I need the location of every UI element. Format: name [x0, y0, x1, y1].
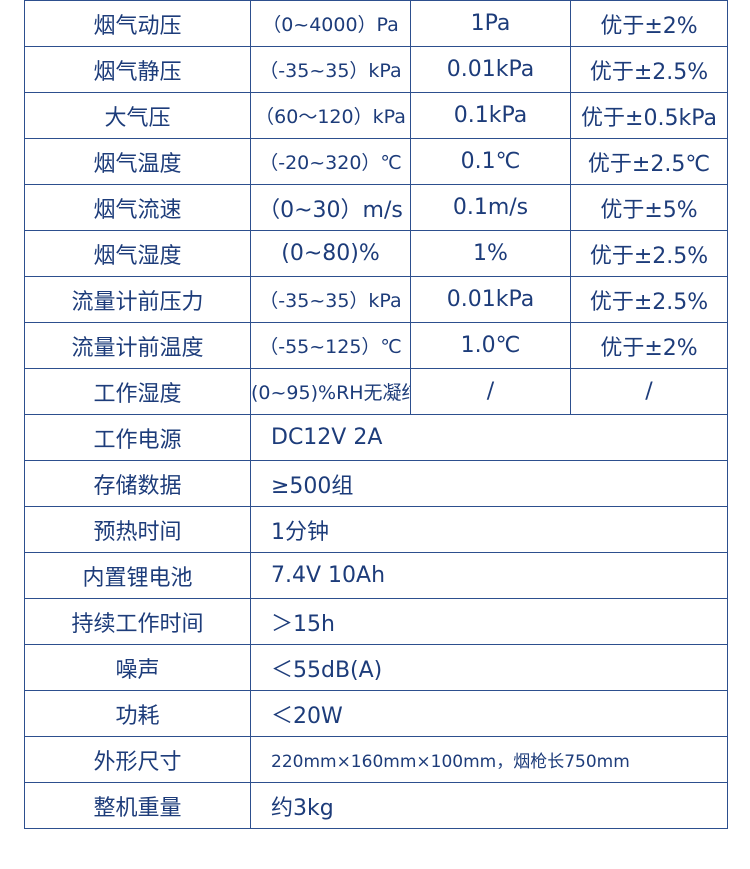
cell: DC12V 2A — [250, 414, 728, 461]
cell: （0~4000）Pa — [250, 0, 411, 47]
row-label: 预热时间 — [24, 506, 251, 553]
table-row: 烟气温度 （-20~320）℃ 0.1℃ 优于±2.5℃ — [24, 138, 728, 185]
cell: 1Pa — [410, 0, 571, 47]
cell: 优于±2.5% — [570, 230, 728, 277]
row-label: 流量计前压力 — [24, 276, 251, 323]
cell: 7.4V 10Ah — [250, 552, 728, 599]
cell: （-35~35）kPa — [250, 46, 411, 93]
cell: ≥500组 — [250, 460, 728, 507]
row-label: 流量计前温度 — [24, 322, 251, 369]
row-label: 烟气静压 — [24, 46, 251, 93]
row-label: 存储数据 — [24, 460, 251, 507]
cell: 优于±2% — [570, 0, 728, 47]
table-row: 流量计前温度 （-55~125）℃ 1.0℃ 优于±2% — [24, 322, 728, 369]
cell: 优于±2.5% — [570, 276, 728, 323]
cell: 0.01kPa — [410, 46, 571, 93]
cell: (0~80)% — [250, 230, 411, 277]
cell: ＜20W — [250, 690, 728, 737]
table-row: 烟气动压 （0~4000）Pa 1Pa 优于±2% — [24, 0, 728, 47]
row-label: 工作湿度 — [24, 368, 251, 415]
table-row: 整机重量 约3kg — [24, 782, 728, 829]
row-label: 外形尺寸 — [24, 736, 251, 783]
table-row: 流量计前压力 （-35~35）kPa 0.01kPa 优于±2.5% — [24, 276, 728, 323]
row-label: 功耗 — [24, 690, 251, 737]
row-label: 大气压 — [24, 92, 251, 139]
cell: 1% — [410, 230, 571, 277]
table-row: 大气压 （60～120）kPa 0.1kPa 优于±0.5kPa — [24, 92, 728, 139]
cell: 1分钟 — [250, 506, 728, 553]
table-body: 烟气动压 （0~4000）Pa 1Pa 优于±2% 烟气静压 （-35~35）kPa 0.0… — [24, 0, 728, 829]
cell: ＞15h — [250, 598, 728, 645]
cell: 约3kg — [250, 782, 728, 829]
cell: （-55~125）℃ — [250, 322, 411, 369]
table-row: 持续工作时间 ＞15h — [24, 598, 728, 645]
row-label: 烟气流速 — [24, 184, 251, 231]
table-row: 烟气湿度 (0~80)% 1% 优于±2.5% — [24, 230, 728, 277]
cell: 0.01kPa — [410, 276, 571, 323]
cell: 优于±2.5% — [570, 46, 728, 93]
cell: 优于±2.5℃ — [570, 138, 728, 185]
row-label: 整机重量 — [24, 782, 251, 829]
spec-table: 烟气动压 （0~4000）Pa 1Pa 优于±2% 烟气静压 （-35~35）kPa 0.0… — [24, 0, 728, 829]
cell: （-35~35）kPa — [250, 276, 411, 323]
row-label: 持续工作时间 — [24, 598, 251, 645]
table-row: 噪声 ＜55dB(A) — [24, 644, 728, 691]
table-row: 内置锂电池 7.4V 10Ah — [24, 552, 728, 599]
row-label: 烟气湿度 — [24, 230, 251, 277]
spec-table-wrap: 烟气动压 （0~4000）Pa 1Pa 优于±2% 烟气静压 （-35~35）kPa 0.0… — [24, 0, 728, 829]
cell: 0.1m/s — [410, 184, 571, 231]
cell: 优于±2% — [570, 322, 728, 369]
table-row: 烟气静压 （-35~35）kPa 0.01kPa 优于±2.5% — [24, 46, 728, 93]
cell: 0.1kPa — [410, 92, 571, 139]
table-row: 存储数据 ≥500组 — [24, 460, 728, 507]
table-row: 烟气流速 （0~30）m/s 0.1m/s 优于±5% — [24, 184, 728, 231]
row-label: 工作电源 — [24, 414, 251, 461]
cell: / — [410, 368, 571, 415]
cell: 220mm×160mm×100mm，烟枪长750mm — [250, 736, 728, 783]
row-label: 烟气温度 — [24, 138, 251, 185]
cell: （0~30）m/s — [250, 184, 411, 231]
cell: / — [570, 368, 728, 415]
cell: （60～120）kPa — [250, 92, 411, 139]
cell: ＜55dB(A) — [250, 644, 728, 691]
cell: (0~95)%RH无凝结 — [250, 368, 411, 415]
cell: （-20~320）℃ — [250, 138, 411, 185]
table-row: 工作电源 DC12V 2A — [24, 414, 728, 461]
cell: 优于±5% — [570, 184, 728, 231]
table-row: 工作湿度 (0~95)%RH无凝结 / / — [24, 368, 728, 415]
table-row: 预热时间 1分钟 — [24, 506, 728, 553]
table-row: 外形尺寸 220mm×160mm×100mm，烟枪长750mm — [24, 736, 728, 783]
cell: 1.0℃ — [410, 322, 571, 369]
cell: 优于±0.5kPa — [570, 92, 728, 139]
row-label: 内置锂电池 — [24, 552, 251, 599]
row-label: 烟气动压 — [24, 0, 251, 47]
row-label: 噪声 — [24, 644, 251, 691]
table-row: 功耗 ＜20W — [24, 690, 728, 737]
cell: 0.1℃ — [410, 138, 571, 185]
